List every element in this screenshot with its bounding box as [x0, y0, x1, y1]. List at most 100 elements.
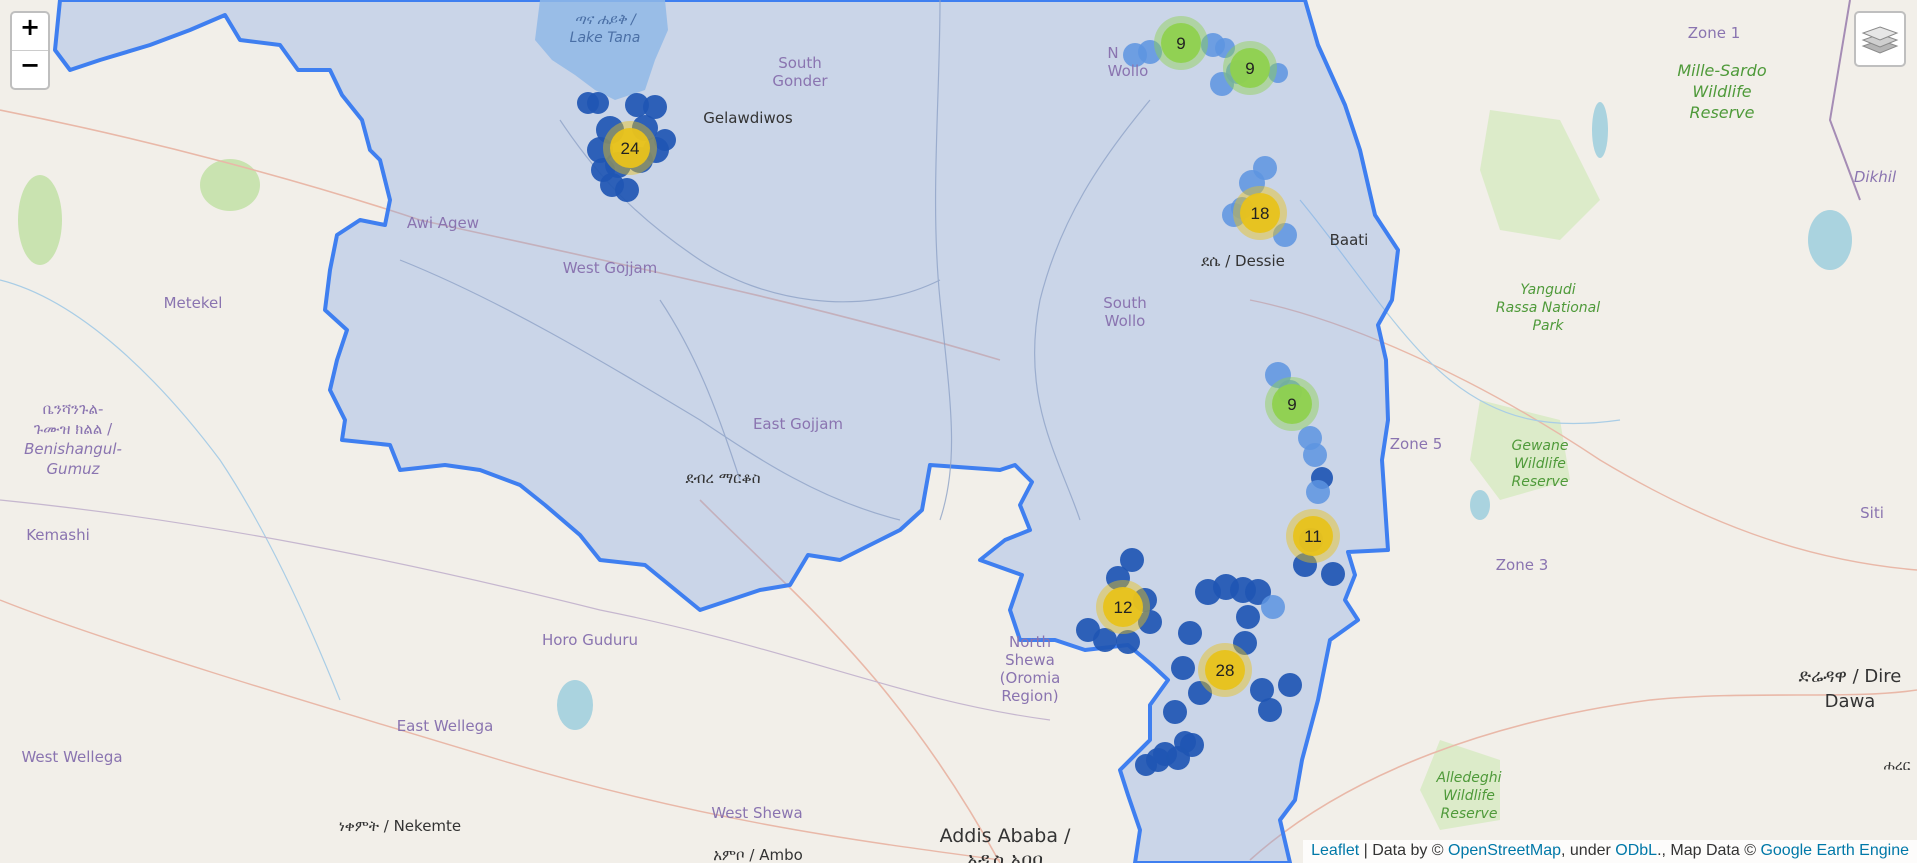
- location-marker[interactable]: [1258, 698, 1282, 722]
- location-marker[interactable]: [1138, 40, 1162, 64]
- map-labels: ጣና ሐይቅ / Lake Tana South Gonder Gelawdiw…: [21, 12, 1910, 863]
- park-area: [1420, 740, 1500, 830]
- cluster-marker[interactable]: 28: [1198, 643, 1252, 697]
- location-marker[interactable]: [1153, 742, 1177, 766]
- zone-label: West Wellega: [21, 748, 122, 766]
- zoom-in-button[interactable]: +: [19, 13, 41, 41]
- location-marker[interactable]: [1215, 38, 1235, 58]
- openstreetmap-link[interactable]: OpenStreetMap: [1448, 842, 1561, 859]
- zone-label: Zone 3: [1496, 556, 1549, 574]
- park-area: [18, 175, 62, 265]
- location-marker[interactable]: [1188, 681, 1212, 705]
- location-marker[interactable]: [600, 173, 624, 197]
- lake: [1808, 210, 1852, 270]
- location-marker[interactable]: [1273, 223, 1297, 247]
- location-marker[interactable]: [1174, 731, 1196, 753]
- leaflet-link[interactable]: Leaflet: [1311, 842, 1360, 859]
- attribution-bar: Leaflet | Data by © OpenStreetMap, under…: [1303, 840, 1917, 863]
- road: [0, 109, 1001, 361]
- river: [1299, 199, 1621, 425]
- lake-label: Lake Tana: [570, 30, 641, 46]
- cluster-marker[interactable]: 12: [1096, 580, 1150, 634]
- cluster-marker[interactable]: 9: [1154, 16, 1208, 70]
- park-label: Wildlife: [1443, 788, 1495, 804]
- cluster-marker[interactable]: 24: [603, 121, 657, 175]
- layers-icon: [1861, 26, 1899, 54]
- layers-control-button[interactable]: [1854, 11, 1906, 67]
- location-marker[interactable]: [1236, 605, 1260, 629]
- road: [1249, 689, 1917, 861]
- location-marker[interactable]: [643, 95, 667, 119]
- zone-label: Wollo: [1108, 62, 1149, 80]
- park-area: [1480, 110, 1600, 240]
- location-marker[interactable]: [1303, 443, 1327, 467]
- region-label: Gumuz: [46, 460, 100, 478]
- road: [0, 599, 1001, 861]
- location-marker[interactable]: [1268, 63, 1288, 83]
- location-marker[interactable]: [1278, 673, 1302, 697]
- zone-label: East Wellega: [397, 717, 494, 735]
- location-marker[interactable]: [1293, 553, 1317, 577]
- location-marker[interactable]: [587, 92, 609, 114]
- location-marker[interactable]: [1093, 628, 1117, 652]
- location-marker[interactable]: [1233, 631, 1257, 655]
- location-marker[interactable]: [1116, 630, 1140, 654]
- location-marker[interactable]: [625, 93, 649, 117]
- google-earth-engine-link[interactable]: Google Earth Engine: [1760, 842, 1909, 859]
- cluster-count: 9: [1287, 395, 1296, 414]
- town-label: Baati: [1330, 231, 1369, 249]
- location-marker[interactable]: [1163, 700, 1187, 724]
- cluster-core: [1205, 650, 1245, 690]
- location-marker[interactable]: [1120, 548, 1144, 572]
- town-label: ደብረ ማርቆስ: [685, 469, 760, 487]
- region-label: Benishangul-: [24, 440, 122, 458]
- location-marker[interactable]: [587, 137, 613, 163]
- zone-label: N: [1107, 44, 1118, 62]
- town-label: ነቀምት / Nekemte: [339, 817, 461, 835]
- zone-label: Zone 5: [1390, 435, 1443, 453]
- location-marker[interactable]: [1178, 621, 1202, 645]
- park-label: Alledeghi: [1435, 770, 1501, 786]
- city-label: ድሬዳዋ / Dire: [1799, 666, 1902, 687]
- cluster-marker[interactable]: 9: [1223, 41, 1277, 95]
- cluster-core: [610, 128, 650, 168]
- location-marker[interactable]: [1106, 566, 1130, 590]
- lake: [1592, 102, 1608, 158]
- zone-label: Kemashi: [26, 526, 90, 544]
- location-marker[interactable]: [1245, 579, 1271, 605]
- city-label: Addis Ababa /: [940, 825, 1071, 847]
- location-marker[interactable]: [1138, 610, 1162, 634]
- park-label: Rassa National: [1496, 300, 1600, 316]
- city-label: አዲስ አበባ: [967, 849, 1043, 863]
- cluster-marker[interactable]: 18: [1233, 186, 1287, 240]
- admin-boundary: [1828, 0, 1861, 201]
- town-label: ሐረር: [1884, 758, 1911, 774]
- location-marker[interactable]: [1171, 656, 1195, 680]
- town-label: ደሴ / Dessie: [1201, 252, 1285, 270]
- location-marker[interactable]: [1306, 480, 1330, 504]
- lake-label: ጣና ሐይቅ /: [574, 12, 637, 28]
- attribution-text: | Data by ©: [1359, 842, 1449, 859]
- location-marker[interactable]: [654, 129, 676, 151]
- cluster-marker[interactable]: 9: [1265, 377, 1319, 431]
- region-polygon[interactable]: [53, 0, 1400, 863]
- cluster-marker[interactable]: 11: [1286, 509, 1340, 563]
- location-marker[interactable]: [1239, 170, 1265, 196]
- zone-label: Gonder: [772, 72, 828, 90]
- location-marker[interactable]: [1321, 562, 1345, 586]
- zone-boundaries: [399, 0, 1151, 521]
- city-label: Dawa: [1825, 691, 1876, 712]
- odbl-link[interactable]: ODbL: [1615, 842, 1658, 859]
- location-marker[interactable]: [1261, 595, 1285, 619]
- zone-label: Awi Agew: [407, 214, 479, 232]
- zone-label: South: [1103, 294, 1147, 312]
- town-label: አምቦ / Ambo: [713, 846, 803, 863]
- marker-layer: [577, 33, 1345, 776]
- cluster-layer: 24 9 9 18 9 11 12 28: [603, 16, 1340, 697]
- location-marker[interactable]: [1250, 678, 1274, 702]
- location-marker[interactable]: [1135, 754, 1157, 776]
- cluster-count: 18: [1251, 204, 1270, 223]
- cluster-core: [1293, 516, 1333, 556]
- zoom-out-button[interactable]: −: [12, 50, 48, 88]
